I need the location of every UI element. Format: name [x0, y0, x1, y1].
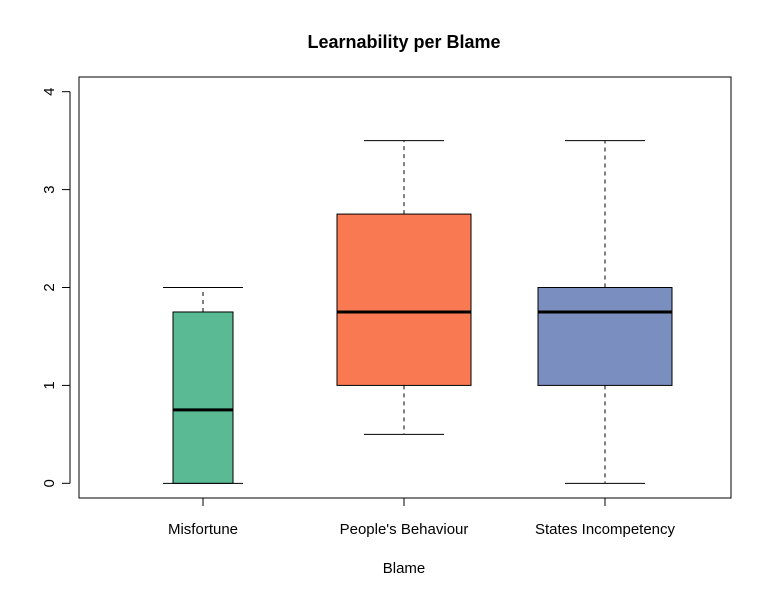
- box-0: [163, 287, 243, 484]
- y-tick-label: 0: [41, 479, 58, 487]
- box-iqr: [172, 311, 234, 484]
- plot-frame: [78, 76, 732, 499]
- y-tick-label: 1: [41, 381, 58, 389]
- x-tick-label: States Incompetency: [535, 521, 676, 538]
- x-tick-label: People's Behaviour: [340, 521, 469, 538]
- y-tick-label: 3: [41, 185, 58, 193]
- box-iqr: [537, 287, 673, 386]
- x-axis: Misfortune People's Behaviour States Incom…: [168, 498, 676, 538]
- x-axis-label: Blame: [383, 560, 426, 577]
- chart-marks: [163, 140, 673, 484]
- x-tick-label: Misfortune: [168, 521, 238, 538]
- box-1: [336, 140, 472, 435]
- y-axis: 0 1 2 3 4: [41, 88, 71, 487]
- box-2: [537, 140, 673, 484]
- y-tick-label: 2: [41, 283, 58, 291]
- y-tick-label: 4: [41, 88, 58, 96]
- box-iqr: [336, 213, 472, 386]
- chart-title: Learnability per Blame: [307, 32, 500, 52]
